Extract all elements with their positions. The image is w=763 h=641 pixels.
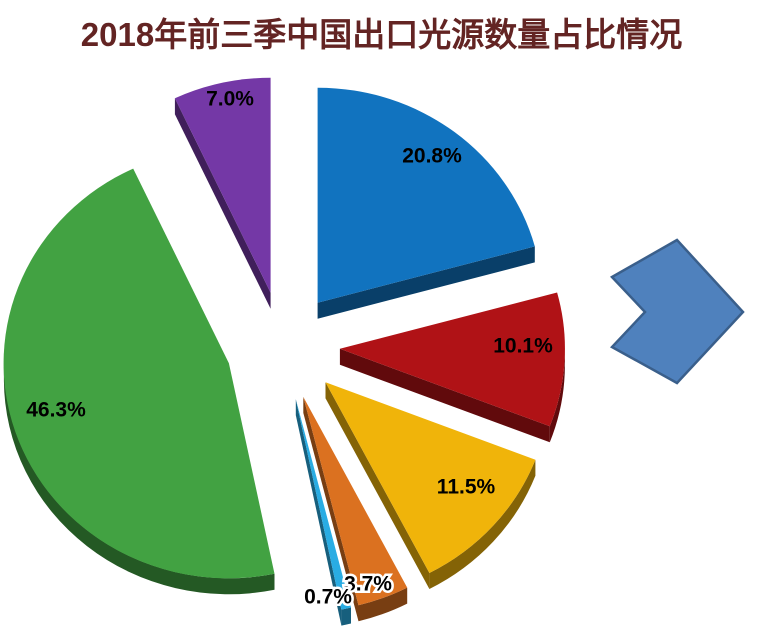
pie-slice-2 [325,382,536,573]
pie-slice-group-6 [174,77,271,309]
pie-slice-rim [429,459,536,589]
slice-label-5: 46.3% [26,399,86,422]
slice-label-3: 3.7% [344,573,392,596]
pie-slice-group-0 [317,87,535,319]
pie-slice-5 [3,168,275,579]
pie-slice-cut-face [317,246,535,319]
pie-slice-cut-face [295,399,342,626]
pie-slice-4 [295,399,351,610]
pie-slice-1 [339,292,565,427]
pie-slice-group-2 [325,382,536,589]
pie-slice-group-5 [3,168,275,595]
right-arrow-icon [609,238,745,385]
pie-slice-rim [358,587,408,622]
pie-slice-cut-face [174,98,271,309]
pie-slice-0 [317,87,535,303]
slice-label-0: 20.8% [402,145,462,168]
pie-slice-6 [174,77,271,293]
slice-label-6: 7.0% [206,88,254,111]
slice-label-1: 10.1% [493,335,553,358]
pie-slice-3 [303,396,408,606]
chart-title: 2018年前三季中国出口光源数量占比情况 [80,16,683,53]
pie-slice-group-1 [339,292,565,443]
slice-label-4: 0.7% [304,586,352,609]
pie-slice-group-4 [295,399,351,626]
pie-slice-rim [549,348,565,443]
slice-label-2: 11.5% [437,476,496,499]
pie-slice-rim [341,607,351,626]
pie-slice-group-3 [303,396,408,622]
pie-slice-cut-face [303,396,359,622]
pie-slice-cut-face [339,348,550,443]
pie-slice-cut-face [325,382,430,589]
